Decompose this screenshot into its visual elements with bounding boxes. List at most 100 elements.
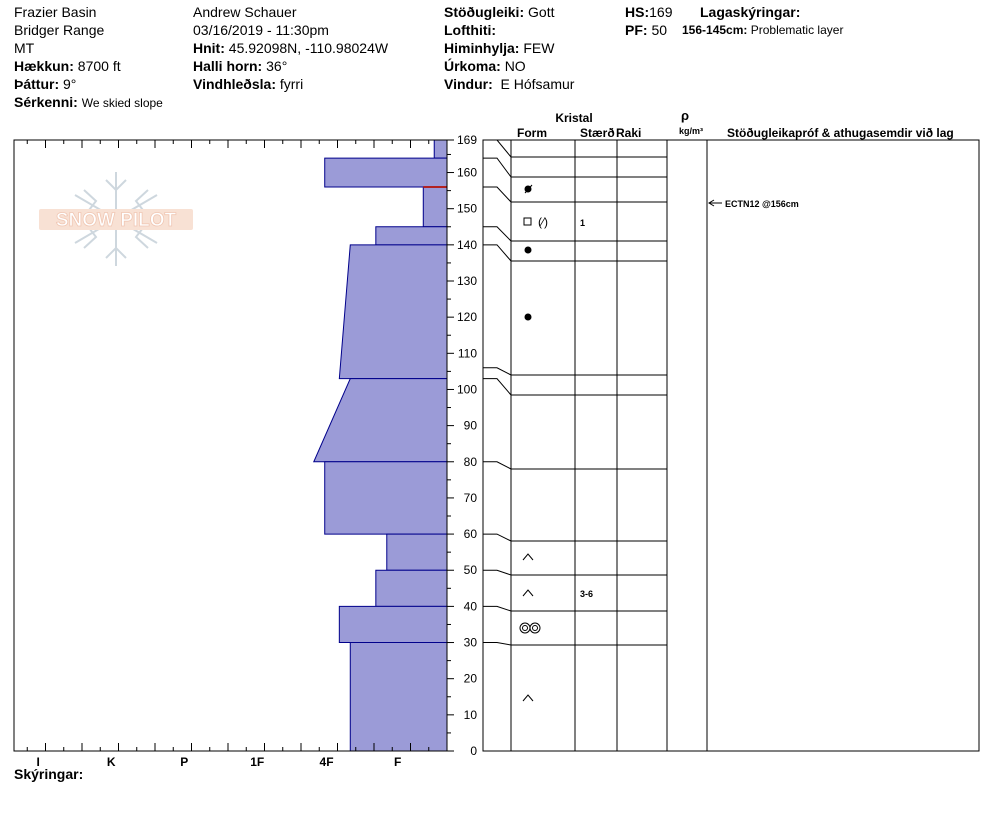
faceted-grain-icon xyxy=(523,217,532,226)
depth-tick-label: 40 xyxy=(464,599,478,613)
hardness-layer-0 xyxy=(433,139,448,159)
precip-value: NO xyxy=(504,58,526,74)
depth-connector xyxy=(483,367,512,376)
hardness-layer-8 xyxy=(375,569,448,607)
hardness-layer-7 xyxy=(386,533,448,571)
moisture-header: Raki xyxy=(616,126,641,140)
snowpilot-logo: SNOW PILOT xyxy=(39,172,193,266)
wind-value: E Hófsamur xyxy=(500,76,575,92)
melt-form-icon xyxy=(529,622,541,634)
hs-value: 169 xyxy=(649,4,673,20)
features-value: We skied slope xyxy=(81,96,163,110)
elevation-label: Hækkun: xyxy=(14,58,74,74)
depth-connector xyxy=(483,642,512,646)
depth-connector xyxy=(483,569,512,576)
hardness-layer-1 xyxy=(324,157,448,188)
rounded-grain-icon xyxy=(524,313,532,321)
state-name: MT xyxy=(14,40,35,56)
crystal-marker-melt-forms xyxy=(519,622,541,634)
aspect-value: 9° xyxy=(63,76,77,92)
header-col-conditions: Stöðugleiki: Gott Lofthiti: Himinhylja: … xyxy=(444,3,574,93)
depth-connector xyxy=(483,186,512,203)
depth-tick-label: 10 xyxy=(464,708,478,722)
decomposing-slash xyxy=(524,184,533,194)
observer-name: Andrew Schauer xyxy=(193,4,297,20)
aspect-label: Þáttur: xyxy=(14,76,60,92)
form-header: Form xyxy=(517,126,547,140)
layer-table xyxy=(482,139,980,752)
layer-note-text: Problematic layer xyxy=(750,23,844,37)
slope-label: Halli horn: xyxy=(193,58,263,74)
crystal-markers: (⁄) 1 3-6 xyxy=(519,184,593,702)
hardness-axis-label: 4F xyxy=(320,755,334,769)
depth-connector xyxy=(483,244,512,262)
elevation-value: 8700 ft xyxy=(77,58,121,74)
depth-hoar-icon xyxy=(522,694,534,702)
hardness-axis-label: I xyxy=(37,755,40,769)
depth-tick-label: 60 xyxy=(464,527,478,541)
depth-connector xyxy=(483,378,512,396)
stability-test-label: ECTN12 @156cm xyxy=(725,199,799,209)
slope-value: 36° xyxy=(266,58,288,74)
hardness-layer-4 xyxy=(338,244,448,380)
header-col-observer: Andrew Schauer 03/16/2019 - 11:30pm Hnit… xyxy=(193,3,388,93)
sky-value: FEW xyxy=(523,40,555,56)
depth-tick-label: 169 xyxy=(457,133,477,147)
wind-loading-label: Vindhleðsla: xyxy=(193,76,276,92)
density-symbol: ρ xyxy=(681,108,689,123)
range-name: Bridger Range xyxy=(14,22,105,38)
hardness-layer-6 xyxy=(324,461,448,535)
air-temp-label: Lofthiti: xyxy=(444,22,497,38)
depth-tick-label: 140 xyxy=(457,238,477,252)
depth-tick-label: 90 xyxy=(464,419,478,433)
hardness-axis-label: P xyxy=(180,755,188,769)
crystal-marker-faceted-rounded: (⁄) 1 xyxy=(523,215,585,229)
hardness-layer-5 xyxy=(313,378,448,463)
hardness-profile xyxy=(313,139,448,752)
crystal-marker-rounded xyxy=(524,313,532,321)
wind-loading-value: fyrri xyxy=(279,76,304,92)
tests-header: Stöðugleikapróf & athugasemdir við lag xyxy=(727,126,954,140)
depth-tick-label: 70 xyxy=(464,491,478,505)
crystal-header: Kristal xyxy=(555,111,592,125)
wind-label: Vindur: xyxy=(444,76,493,92)
test-arrow-head xyxy=(708,199,715,207)
header-col-location: Frazier Basin Bridger Range MT Hækkun: 8… xyxy=(14,3,163,112)
crystal-marker-decomposing xyxy=(524,184,533,194)
faceted-rounded-symbol: (⁄) xyxy=(538,215,548,229)
layer-note-range: 156-145cm: xyxy=(682,23,748,37)
layer-notes-label: Lagaskýringar: xyxy=(700,4,801,20)
depth-tick-label: 160 xyxy=(457,166,477,180)
density-unit: kg/m³ xyxy=(679,126,703,136)
logo-text: SNOW PILOT xyxy=(56,210,177,231)
coords-value: 45.92098N, -110.98024W xyxy=(228,40,389,56)
crystal-marker-depth-hoar xyxy=(522,553,534,561)
depth-hoar-icon xyxy=(522,553,534,561)
stability-test-markers: ECTN12 @156cm xyxy=(708,199,799,209)
depth-tick-label: 110 xyxy=(458,346,477,360)
depth-tick-label: 150 xyxy=(457,202,477,216)
depth-tick-label: 50 xyxy=(464,563,478,577)
stability-value: Gott xyxy=(528,4,555,20)
depth-connector xyxy=(483,139,512,158)
depth-connector xyxy=(483,226,512,242)
pf-label: PF: xyxy=(625,22,648,38)
precip-label: Úrkoma: xyxy=(444,58,501,74)
melt-form-inner xyxy=(532,625,538,631)
coords-label: Hnit: xyxy=(193,40,225,56)
notes-label: Skýringar: xyxy=(14,766,84,782)
depth-connector xyxy=(483,533,512,542)
melt-form-icon xyxy=(519,622,531,634)
depth-tick-label: 30 xyxy=(464,636,478,650)
depth-tick-label: 20 xyxy=(464,672,478,686)
hardness-axis-label: 1F xyxy=(250,755,264,769)
hs-label: HS: xyxy=(625,4,650,20)
crystal-size-label: 3-6 xyxy=(580,589,593,599)
hardness-axis-label: F xyxy=(394,755,401,769)
rounded-grain-icon xyxy=(524,246,532,254)
depth-connector xyxy=(483,461,512,470)
header-col-snowpack: HS:169 PF: 50 xyxy=(625,3,672,39)
table-frame xyxy=(482,139,980,752)
hardness-layer-2 xyxy=(422,186,448,228)
